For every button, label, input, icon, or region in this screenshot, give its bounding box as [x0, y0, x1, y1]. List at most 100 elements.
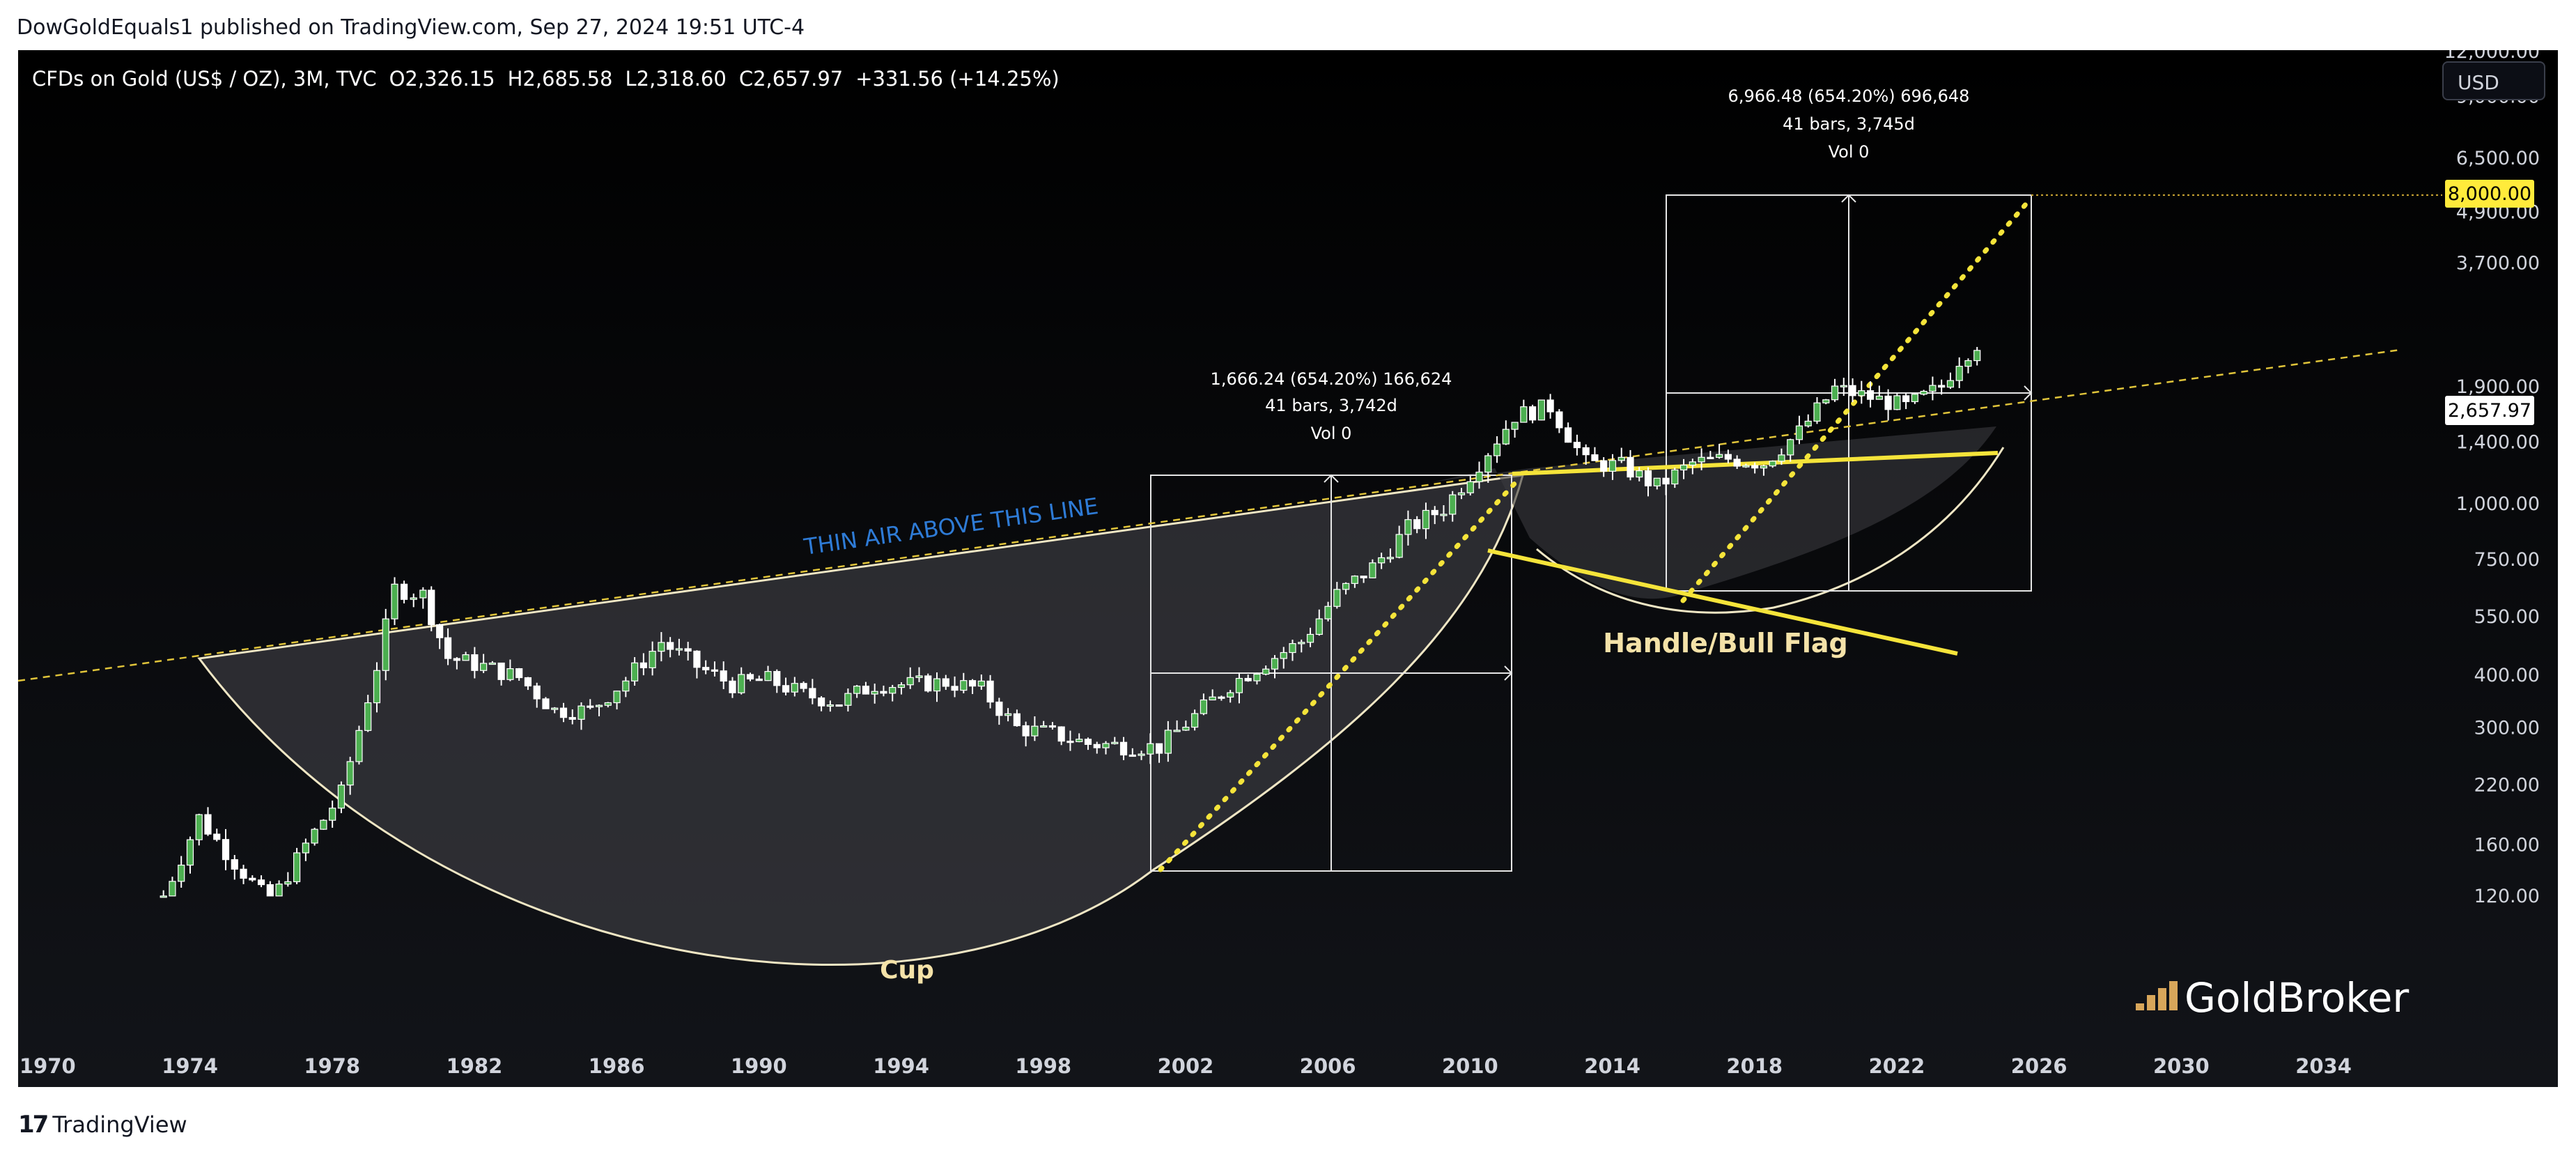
measure-box-2[interactable] — [1666, 194, 2033, 592]
candle-down — [436, 624, 444, 638]
candle-up — [1742, 465, 1750, 468]
candle-up — [791, 683, 798, 693]
candle-up — [1804, 420, 1812, 426]
cup-label: Cup — [880, 956, 934, 985]
candle-down — [1849, 385, 1856, 396]
candle-down — [1707, 456, 1714, 459]
candle-up — [1333, 589, 1341, 607]
candle-up — [1182, 726, 1190, 731]
price-marker-8000: 8,000.00 — [2445, 180, 2534, 208]
candle-up — [1946, 380, 1955, 388]
candle-up — [1298, 642, 1305, 645]
measure-label-2: 6,966.48 (654.20%) 696,648 41 bars, 3,74… — [1728, 86, 1970, 162]
candle-down — [880, 691, 887, 694]
candle-down — [1013, 713, 1021, 727]
candle-up — [1929, 385, 1937, 392]
candle-up — [1795, 425, 1803, 440]
candle-down — [231, 859, 238, 870]
candle-down — [1573, 442, 1581, 449]
candle-down — [1662, 477, 1670, 485]
price-marker-current-text: 2,657.97 — [2448, 400, 2531, 422]
candle-down — [1084, 739, 1092, 745]
candle-down — [720, 670, 727, 682]
candle-down — [1360, 576, 1367, 578]
candle-up — [1760, 465, 1768, 469]
candle-down — [1529, 406, 1537, 421]
symbol-low: L2,318.60 — [625, 67, 727, 91]
candle-up — [1449, 494, 1457, 515]
candle-up — [1262, 668, 1270, 675]
candle-up — [329, 808, 336, 821]
candle-down — [240, 868, 247, 879]
candle-up — [1617, 456, 1625, 461]
candle-down — [809, 688, 816, 699]
candle-down — [711, 669, 719, 672]
x-axis[interactable]: 1970 1974 1978 1982 1986 1990 1994 1998 2002 2006… — [20, 1054, 2352, 1078]
candle-down — [995, 701, 1003, 716]
candle-up — [1716, 454, 1723, 458]
candle-up — [1404, 519, 1412, 535]
candle-up — [1378, 557, 1386, 564]
y-tick-label: 6,500.00 — [2456, 148, 2540, 169]
candle-up — [178, 864, 185, 882]
candle-up — [1608, 460, 1617, 472]
candles-group — [160, 346, 1981, 898]
y-tick-label: 160.00 — [2474, 835, 2540, 856]
x-tick-label: 1998 — [1015, 1054, 1071, 1078]
candle-down — [524, 677, 532, 687]
candle-up — [1493, 443, 1501, 456]
candle-up — [604, 702, 612, 706]
candle-up — [1698, 456, 1705, 463]
price-chart[interactable]: THIN AIR ABOVE THIS LINE Cup Handle/Bull… — [18, 50, 2558, 1087]
measure-box-1[interactable] — [1150, 474, 1513, 872]
candle-up — [1395, 534, 1403, 558]
candle-up — [364, 702, 372, 731]
candle-up — [302, 842, 309, 854]
candle-down — [639, 662, 647, 668]
candle-down — [693, 650, 701, 668]
candle-up — [1386, 557, 1395, 560]
candle-up — [658, 642, 665, 652]
candle-down — [667, 642, 674, 650]
candle-up — [1911, 394, 1918, 403]
candle-up — [1787, 439, 1794, 456]
candle-down — [1431, 509, 1438, 516]
candle-up — [1351, 576, 1358, 584]
candle-down — [204, 814, 212, 835]
candle-up — [1466, 481, 1474, 493]
x-tick-label: 2022 — [1869, 1054, 1925, 1078]
candle-up — [275, 884, 283, 897]
tradingview-logo[interactable]: 17 TradingView — [18, 1111, 187, 1139]
top-strip — [0, 0, 2576, 50]
candle-up — [337, 785, 346, 809]
candle-down — [533, 685, 541, 700]
candle-down — [1600, 460, 1608, 472]
measure-label-1: 1,666.24 (654.20%) 166,624 41 bars, 3,74… — [1211, 369, 1452, 443]
symbol-info-bar[interactable]: CFDs on Gold (US$ / OZ), 3M, TVC O2,326.1… — [32, 67, 1072, 91]
candle-down — [1627, 456, 1634, 478]
candle-down — [587, 705, 594, 708]
candle-up — [1769, 461, 1776, 467]
candle-up — [738, 674, 745, 693]
candle-down — [755, 678, 763, 681]
candle-up — [977, 680, 985, 687]
candle-up — [419, 589, 427, 599]
candle-up — [488, 662, 496, 665]
goldbroker-watermark: GoldBroker — [2136, 974, 2409, 1022]
candle-up — [1653, 477, 1661, 486]
candle-up — [1111, 741, 1119, 744]
candle-up — [1484, 455, 1492, 473]
candle-down — [1066, 741, 1074, 743]
candle-down — [257, 879, 265, 886]
candle-down — [729, 680, 736, 693]
candle-up — [410, 597, 417, 600]
currency-button[interactable]: USD — [2442, 61, 2545, 100]
x-tick-label: 1986 — [589, 1054, 645, 1078]
candle-down — [1546, 399, 1554, 413]
candle-down — [773, 671, 781, 686]
y-tick-label: 120.00 — [2474, 886, 2540, 907]
candle-down — [1938, 385, 1946, 388]
candle-down — [746, 674, 754, 680]
candle-down — [1555, 411, 1563, 429]
candle-up — [1031, 725, 1039, 737]
